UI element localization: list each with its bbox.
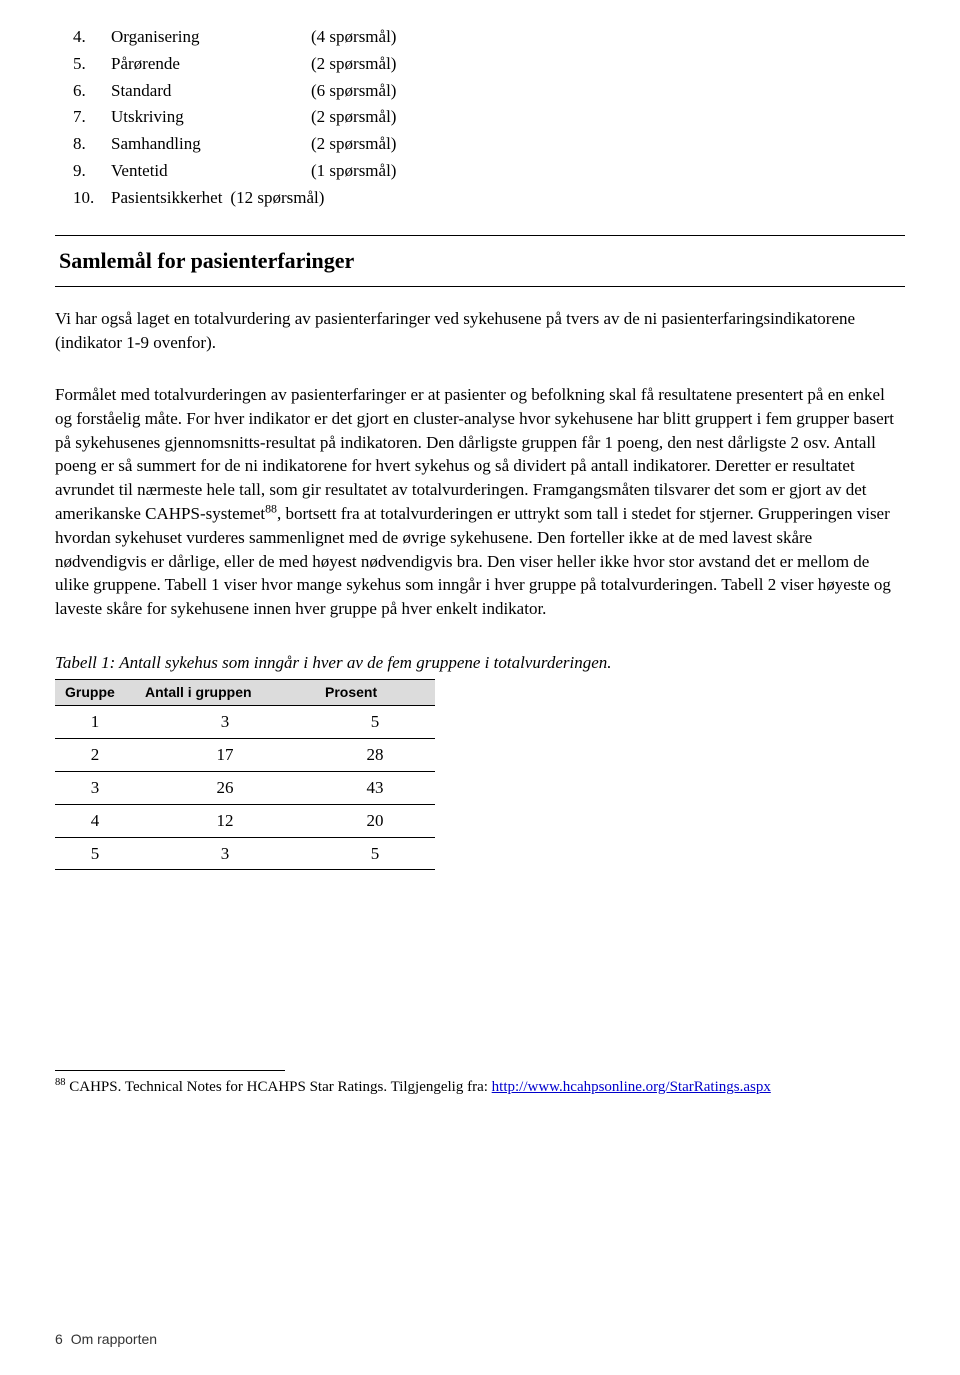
table-cell: 20 xyxy=(315,804,435,837)
section-heading: Samlemål for pasienterfaringer xyxy=(59,246,905,277)
body-text-a: Formålet med totalvurderingen av pasient… xyxy=(55,385,894,523)
table-cell: 17 xyxy=(135,739,315,772)
list-item-name: Samhandling xyxy=(111,132,311,156)
list-item-count: (2 spørsmål) xyxy=(311,52,396,76)
list-item-name: Pårørende xyxy=(111,52,311,76)
footer-section: Om rapporten xyxy=(71,1331,157,1347)
list-item: 9.Ventetid(1 spørsmål) xyxy=(73,159,905,183)
body-paragraph: Formålet med totalvurderingen av pasient… xyxy=(55,383,905,621)
list-item-number: 5. xyxy=(73,52,111,76)
table-header-cell: Prosent xyxy=(315,679,435,706)
list-item-count: (12 spørsmål) xyxy=(230,186,324,210)
table-cell: 5 xyxy=(315,837,435,870)
table-cell: 26 xyxy=(135,771,315,804)
list-item-count: (2 spørsmål) xyxy=(311,105,396,129)
data-table: GruppeAntall i gruppenProsent 1352172832… xyxy=(55,679,435,871)
list-item: 6.Standard(6 spørsmål) xyxy=(73,79,905,103)
list-item-count: (6 spørsmål) xyxy=(311,79,396,103)
table-cell: 5 xyxy=(315,706,435,739)
list-item-number: 4. xyxy=(73,25,111,49)
table-row: 535 xyxy=(55,837,435,870)
table-caption: Tabell 1: Antall sykehus som inngår i hv… xyxy=(55,651,905,675)
list-item: 7.Utskriving(2 spørsmål) xyxy=(73,105,905,129)
table-cell: 3 xyxy=(55,771,135,804)
table-cell: 5 xyxy=(55,837,135,870)
table-row: 135 xyxy=(55,706,435,739)
list-item-count: (1 spørsmål) xyxy=(311,159,396,183)
list-item-name: Ventetid xyxy=(111,159,311,183)
list-item-name: Utskriving xyxy=(111,105,311,129)
intro-paragraph: Vi har også laget en totalvurdering av p… xyxy=(55,307,905,355)
list-item: 4.Organisering(4 spørsmål) xyxy=(73,25,905,49)
table-cell: 12 xyxy=(135,804,315,837)
list-item-count: (4 spørsmål) xyxy=(311,25,396,49)
list-item-name: Pasientsikkerhet xyxy=(111,186,222,210)
list-item-count: (2 spørsmål) xyxy=(311,132,396,156)
list-item: 10.Pasientsikkerhet (12 spørsmål) xyxy=(73,186,905,210)
footnote-number: 88 xyxy=(55,1077,66,1088)
table-row: 41220 xyxy=(55,804,435,837)
section-heading-box: Samlemål for pasienterfaringer xyxy=(55,235,905,288)
footnote-ref: 88 xyxy=(265,501,277,515)
list-item: 5.Pårørende(2 spørsmål) xyxy=(73,52,905,76)
list-item-number: 10. xyxy=(73,186,111,210)
list-item-number: 9. xyxy=(73,159,111,183)
page-footer: 6 Om rapporten xyxy=(55,1330,157,1350)
table-row: 32643 xyxy=(55,771,435,804)
numbered-list: 4.Organisering(4 spørsmål)5.Pårørende(2 … xyxy=(73,25,905,210)
list-item-name: Standard xyxy=(111,79,311,103)
table-header-cell: Gruppe xyxy=(55,679,135,706)
footnote-separator xyxy=(55,1070,285,1071)
table-cell: 4 xyxy=(55,804,135,837)
table-cell: 28 xyxy=(315,739,435,772)
table-cell: 43 xyxy=(315,771,435,804)
table-cell: 3 xyxy=(135,837,315,870)
table-cell: 3 xyxy=(135,706,315,739)
footnote: 88 CAHPS. Technical Notes for HCAHPS Sta… xyxy=(55,1077,905,1097)
list-item-number: 6. xyxy=(73,79,111,103)
table-cell: 1 xyxy=(55,706,135,739)
list-item-number: 7. xyxy=(73,105,111,129)
footnote-link[interactable]: http://www.hcahpsonline.org/StarRatings.… xyxy=(492,1079,771,1095)
footnote-text: CAHPS. Technical Notes for HCAHPS Star R… xyxy=(66,1079,492,1095)
list-item-number: 8. xyxy=(73,132,111,156)
list-item-name: Organisering xyxy=(111,25,311,49)
page-number: 6 xyxy=(55,1331,63,1347)
list-item: 8.Samhandling(2 spørsmål) xyxy=(73,132,905,156)
table-header-cell: Antall i gruppen xyxy=(135,679,315,706)
table-row: 21728 xyxy=(55,739,435,772)
table-cell: 2 xyxy=(55,739,135,772)
